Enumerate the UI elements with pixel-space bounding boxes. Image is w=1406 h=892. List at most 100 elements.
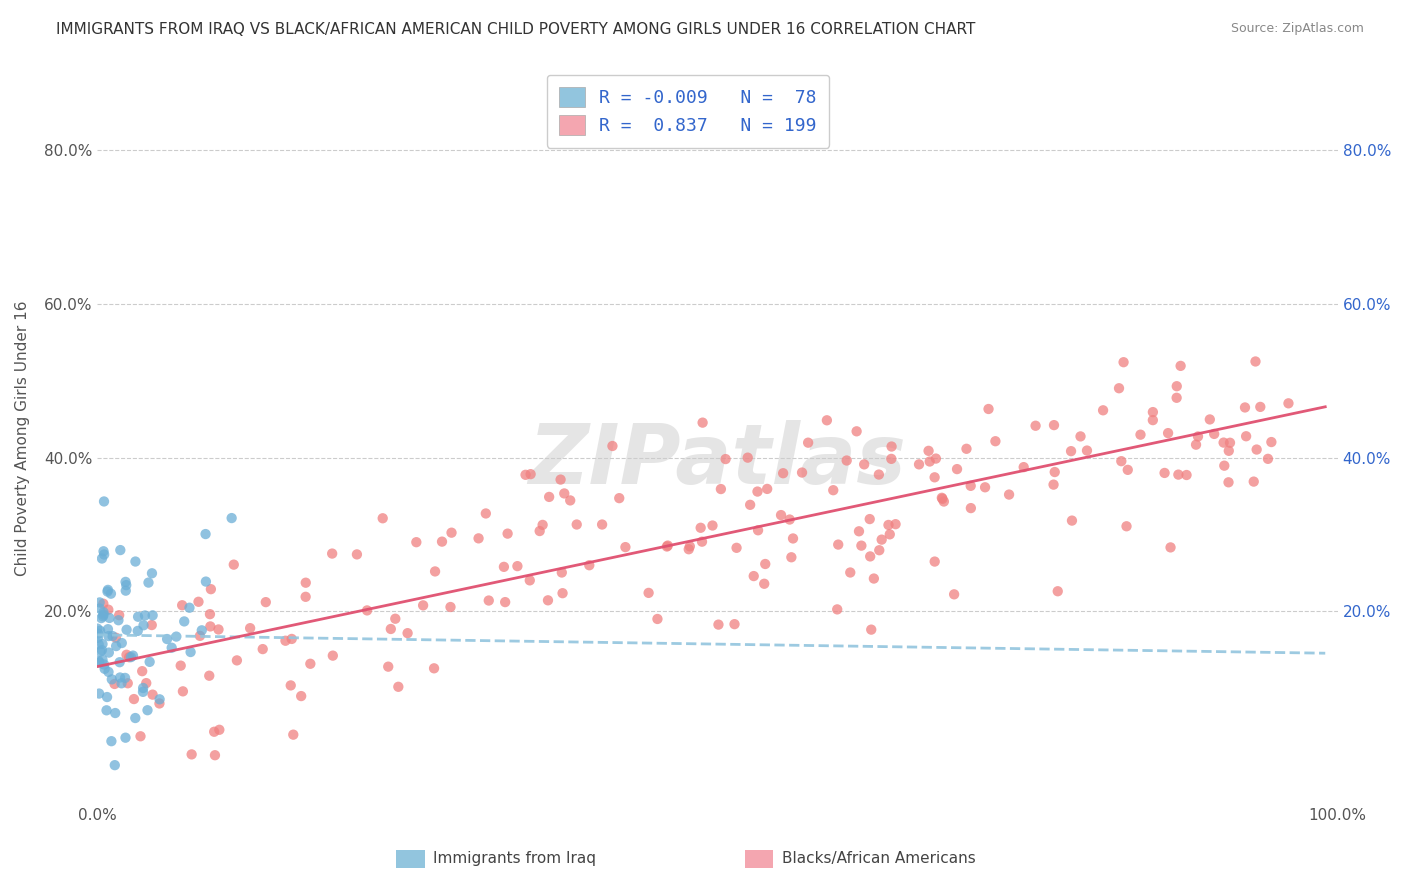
Point — [387, 680, 409, 694]
Point — [93, 544, 115, 558]
Point — [160, 640, 183, 655]
Text: Blacks/African Americans: Blacks/African Americans — [782, 851, 976, 865]
Point — [550, 473, 572, 487]
Point — [637, 586, 659, 600]
Point — [377, 659, 399, 673]
Point — [754, 576, 776, 591]
Point — [529, 524, 551, 538]
Point — [412, 599, 434, 613]
Point — [127, 624, 149, 638]
Point — [104, 631, 127, 645]
Point — [104, 706, 127, 720]
Point — [565, 517, 588, 532]
Point — [356, 603, 378, 617]
Point — [779, 512, 801, 526]
Point — [132, 618, 155, 632]
Point — [129, 729, 152, 743]
Point — [93, 548, 115, 562]
Point — [423, 661, 446, 675]
Point — [97, 602, 120, 616]
Point — [931, 491, 953, 505]
Point — [299, 657, 322, 671]
Point — [91, 637, 114, 651]
Point — [1277, 396, 1299, 410]
Point — [924, 470, 946, 484]
Point — [194, 527, 217, 541]
Point — [439, 600, 461, 615]
Point — [754, 557, 776, 571]
Point — [135, 676, 157, 690]
Point — [283, 728, 305, 742]
Point — [108, 608, 131, 623]
Point — [1212, 435, 1234, 450]
Point — [156, 632, 179, 646]
Point — [710, 482, 733, 496]
Point — [101, 673, 124, 687]
Point — [725, 541, 748, 555]
Point — [1246, 442, 1268, 457]
Point — [1153, 466, 1175, 480]
Point — [90, 611, 112, 625]
Point — [714, 452, 737, 467]
Point — [1043, 465, 1066, 479]
Point — [1157, 426, 1180, 441]
Point — [1060, 444, 1083, 458]
Point — [111, 636, 134, 650]
Point — [100, 587, 122, 601]
Point — [96, 703, 118, 717]
Point — [87, 687, 110, 701]
Point — [655, 540, 678, 554]
Point — [1116, 463, 1139, 477]
Point — [859, 512, 882, 526]
Point — [93, 605, 115, 619]
Point — [114, 671, 136, 685]
Point — [142, 608, 165, 623]
Point — [868, 543, 890, 558]
Point — [405, 535, 427, 549]
Point — [97, 646, 120, 660]
Point — [974, 480, 997, 494]
Point — [747, 484, 769, 499]
Point — [782, 532, 804, 546]
Point — [1219, 435, 1241, 450]
Point — [496, 526, 519, 541]
Point — [173, 615, 195, 629]
Point — [1244, 354, 1267, 368]
Point — [87, 654, 110, 668]
Point — [142, 688, 165, 702]
Point — [188, 629, 211, 643]
Point — [280, 678, 302, 692]
Point — [998, 487, 1021, 501]
Legend: R = -0.009   N =  78, R =  0.837   N = 199: R = -0.009 N = 78, R = 0.837 N = 199 — [547, 75, 830, 148]
Point — [845, 425, 868, 439]
Point — [134, 608, 156, 623]
Point — [294, 590, 316, 604]
Point — [202, 724, 225, 739]
Point — [960, 501, 983, 516]
Point — [108, 671, 131, 685]
Point — [86, 622, 108, 636]
Point — [105, 639, 128, 653]
Point — [198, 607, 221, 622]
Text: Source: ZipAtlas.com: Source: ZipAtlas.com — [1230, 22, 1364, 36]
Point — [91, 551, 114, 566]
Y-axis label: Child Poverty Among Girls Under 16: Child Poverty Among Girls Under 16 — [15, 301, 30, 576]
Point — [1166, 379, 1188, 393]
Point — [322, 648, 344, 663]
Point — [204, 748, 226, 763]
Point — [93, 607, 115, 622]
Point — [679, 539, 702, 553]
Point — [430, 534, 453, 549]
Point — [1046, 584, 1069, 599]
Point — [578, 558, 600, 573]
Point — [827, 538, 849, 552]
Point — [772, 467, 794, 481]
Point — [1112, 355, 1135, 369]
Point — [870, 533, 893, 547]
Point — [124, 555, 146, 569]
Point — [823, 483, 845, 498]
Point — [1060, 514, 1083, 528]
Point — [877, 518, 900, 533]
Point — [239, 621, 262, 635]
Point — [122, 648, 145, 663]
